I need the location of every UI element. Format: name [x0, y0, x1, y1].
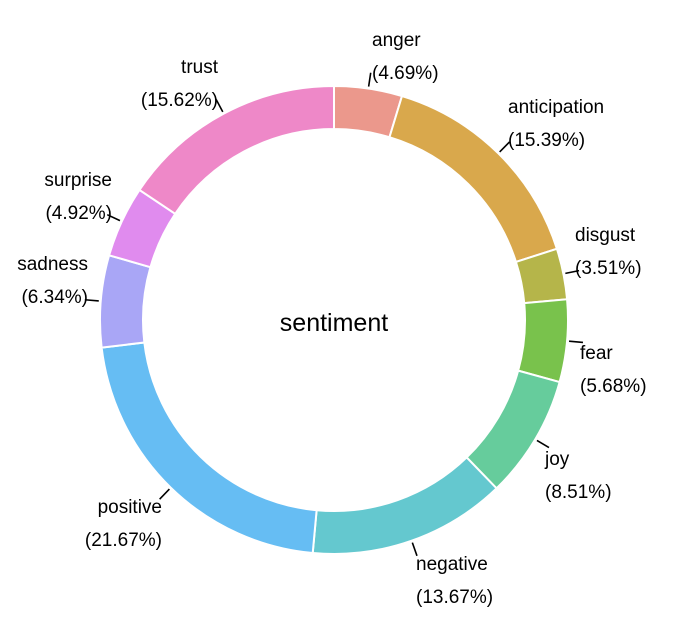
leader-line-anger: [367, 72, 372, 87]
slice-label-anticipation: anticipation: [508, 97, 604, 118]
slice-label-disgust: disgust: [575, 225, 636, 246]
center-label: sentiment: [280, 309, 388, 337]
leader-line-positive: [159, 488, 170, 500]
leader-line-anticipation: [499, 141, 511, 153]
slice-label-positive: positive: [98, 497, 162, 518]
leader-line-sadness: [84, 298, 99, 302]
slice-negative: [311, 455, 498, 555]
slice-anticipation: [388, 94, 559, 264]
leader-line-disgust: [565, 269, 580, 275]
slice-percent-fear: (5.68%): [580, 376, 647, 397]
slice-percent-sadness: (6.34%): [21, 287, 88, 308]
slice-percent-negative: (13.67%): [416, 587, 493, 608]
slice-label-negative: negative: [416, 554, 488, 575]
leader-line-negative: [411, 542, 418, 557]
slice-percent-surprise: (4.92%): [45, 203, 112, 224]
slice-positive: [100, 341, 318, 555]
slice-label-joy: joy: [544, 449, 570, 470]
leader-line-surprise: [106, 213, 121, 222]
slices-group: [99, 84, 569, 555]
leader-line-trust: [215, 99, 224, 113]
leader-lines-group: [84, 72, 584, 557]
slice-percent-anticipation: (15.39%): [508, 130, 585, 151]
slice-percent-joy: (8.51%): [545, 482, 612, 503]
leader-line-fear: [568, 340, 584, 344]
slice-percent-anger: (4.69%): [372, 63, 439, 84]
slice-fear: [516, 298, 569, 384]
slice-label-trust: trust: [181, 57, 219, 78]
slice-sadness: [99, 254, 152, 349]
slice-label-surprise: surprise: [44, 170, 112, 191]
slice-label-fear: fear: [580, 343, 613, 364]
slice-label-sadness: sadness: [17, 254, 88, 275]
slice-label-anger: anger: [372, 30, 421, 51]
slice-percent-positive: (21.67%): [85, 530, 162, 551]
slice-percent-trust: (15.62%): [141, 90, 218, 111]
labels-group: anger (4.69%) anticipation (15.39%) disgust (…: [17, 30, 646, 608]
slice-trust: [138, 84, 335, 216]
leader-line-joy: [536, 439, 550, 449]
slice-percent-disgust: (3.51%): [575, 258, 642, 279]
